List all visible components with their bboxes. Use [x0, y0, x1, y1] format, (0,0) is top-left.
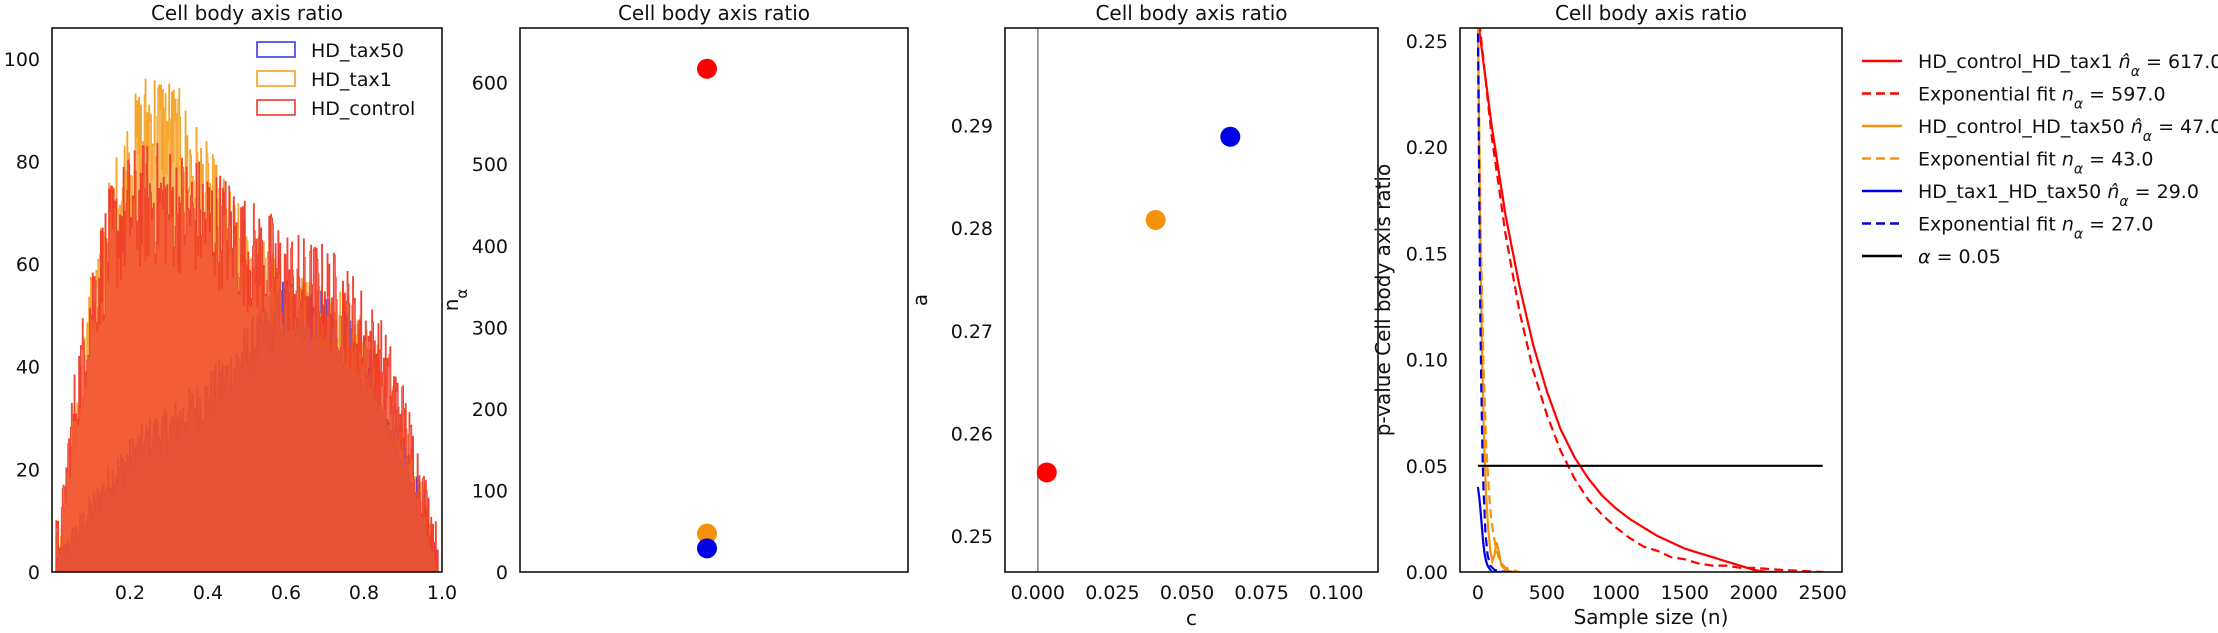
y-axis-label: nα: [439, 289, 471, 312]
x-tick-label: 0.075: [1234, 582, 1288, 604]
x-tick-label: 1000: [1592, 582, 1640, 604]
axes-frame: [51, 27, 443, 573]
x-tick-label: 500: [1529, 582, 1565, 604]
curve-series-2: [1478, 28, 1823, 572]
y-tick-label: 0.00: [1406, 562, 1448, 584]
legend-label: HD_control_HD_tax1 n̂α = 617.0: [1918, 51, 2218, 80]
x-tick-label: 0.025: [1085, 582, 1139, 604]
curve-series-4: [1476, 28, 1520, 572]
legend-label: Exponential fit nα = 43.0: [1918, 149, 2153, 178]
y-tick-label: 500: [472, 154, 508, 176]
y-tick-label: 80: [16, 151, 40, 173]
x-tick-label: 0.6: [271, 582, 301, 604]
axes-frame: [1004, 27, 1379, 573]
y-tick-label: 0.26: [951, 423, 993, 445]
y-tick-label: 400: [472, 236, 508, 258]
axes-frame: [519, 27, 909, 573]
chart-title: Cell body axis ratio: [151, 1, 343, 25]
scatter-point: [1220, 126, 1241, 147]
x-tick-label: 2500: [1799, 582, 1847, 604]
y-tick-label: 200: [472, 399, 508, 421]
y-tick-label: 100: [472, 480, 508, 502]
y-tick-label: 0.10: [1406, 350, 1448, 372]
y-tick-label: 20: [16, 459, 40, 481]
histogram-series-HD_control: [55, 142, 439, 572]
scatter-point: [697, 523, 717, 544]
scatter-point: [1036, 462, 1057, 483]
y-axis-label: a: [908, 294, 932, 306]
x-tick-label: 1500: [1661, 582, 1709, 604]
y-tick-label: 0.29: [951, 116, 993, 138]
legend-label: HD_tax1_HD_tax50 n̂α = 29.0: [1918, 181, 2199, 210]
y-tick-label: 0.05: [1406, 456, 1448, 478]
legend-label: Exponential fit nα = 27.0: [1918, 214, 2153, 243]
x-axis-label: c: [1186, 606, 1197, 630]
chart-panel-2: Cell body axis ratio 0 100 200 300 400 500 600 n…: [439, 1, 909, 584]
scatter-point: [1145, 209, 1166, 230]
y-tick-label: 40: [16, 357, 40, 379]
y-tick-label: 0.25: [1406, 31, 1448, 53]
legend-swatch: [256, 99, 296, 116]
y-tick-label: 0.20: [1406, 137, 1448, 159]
scatter-point: [697, 538, 717, 559]
y-axis-label: p-value Cell body axis ratio: [1371, 164, 1395, 436]
y-tick-label: 0.15: [1406, 243, 1448, 265]
x-tick-label: 0.100: [1309, 582, 1363, 604]
legend-label: Exponential fit nα = 597.0: [1918, 84, 2166, 113]
legend-label: HD_tax1: [311, 69, 392, 91]
curve-series-3: [1476, 28, 1520, 572]
x-tick-label: 0: [1472, 582, 1484, 604]
curve-series-6: [1476, 28, 1506, 572]
axes-frame: [1459, 27, 1843, 573]
scatter-point: [697, 58, 717, 79]
chart-title: Cell body axis ratio: [618, 1, 810, 25]
y-tick-label: 0: [28, 562, 40, 584]
x-axis-label: Sample size (n): [1574, 605, 1729, 629]
legend-label: α = 0.05: [1918, 246, 2001, 268]
x-tick-label: 0.050: [1160, 582, 1214, 604]
curve-series-1: [1477, 28, 1782, 572]
x-tick-label: 1.0: [427, 582, 457, 604]
x-tick-label: 0.4: [193, 582, 223, 604]
y-tick-label: 100: [4, 49, 40, 71]
x-tick-label: 0.2: [115, 582, 145, 604]
curve-series-5: [1476, 486, 1513, 572]
legend-label: HD_control_HD_tax50 n̂α = 47.0: [1918, 116, 2218, 145]
chart-title: Cell body axis ratio: [1555, 1, 1747, 25]
x-tick-label: 2000: [1730, 582, 1778, 604]
chart-title: Cell body axis ratio: [1095, 1, 1287, 25]
y-tick-label: 0.27: [951, 321, 993, 343]
chart-panel-1: Cell body axis ratio 0 20 40 60 80 100 0.2 0.4 0.…: [4, 1, 457, 604]
legend-label: HD_tax50: [311, 40, 404, 62]
legend-label: HD_control: [311, 98, 415, 120]
y-tick-label: 0.28: [951, 218, 993, 240]
y-tick-label: 60: [16, 254, 40, 276]
x-tick-label: 0.8: [349, 582, 379, 604]
y-tick-label: 600: [472, 73, 508, 95]
legend-swatch: [256, 41, 296, 58]
x-tick-label: 0.000: [1011, 582, 1065, 604]
chart-panel-4: Cell body axis ratio 0.00 0.05 0.10 0.15 0.20…: [1371, 1, 2218, 629]
legend-swatch: [256, 70, 296, 87]
chart-panel-3: Cell body axis ratio 0.25 0.26 0.27 0.28 0.29…: [908, 1, 1379, 630]
y-tick-label: 0: [496, 562, 508, 584]
y-tick-label: 0.25: [951, 526, 993, 548]
y-tick-label: 300: [472, 317, 508, 339]
